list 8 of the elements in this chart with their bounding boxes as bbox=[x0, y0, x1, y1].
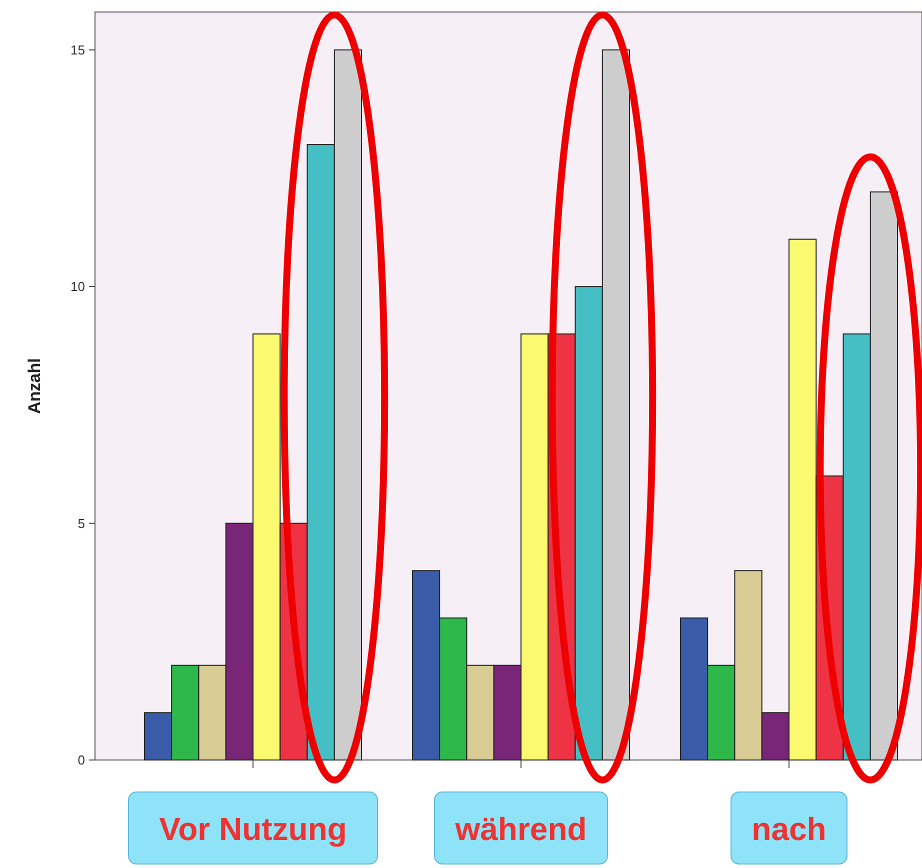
y-tick-label: 0 bbox=[78, 752, 85, 768]
y-tick-label: 10 bbox=[70, 279, 85, 294]
y-tick-label: 15 bbox=[70, 42, 85, 58]
y-tick-label: 5 bbox=[78, 516, 85, 531]
x-tick-label: Vor Nutzung bbox=[159, 811, 347, 847]
x-tick-label: während bbox=[454, 811, 587, 847]
y-axis-title: Anzahl bbox=[25, 358, 44, 414]
x-tick-label: nach bbox=[752, 811, 826, 847]
